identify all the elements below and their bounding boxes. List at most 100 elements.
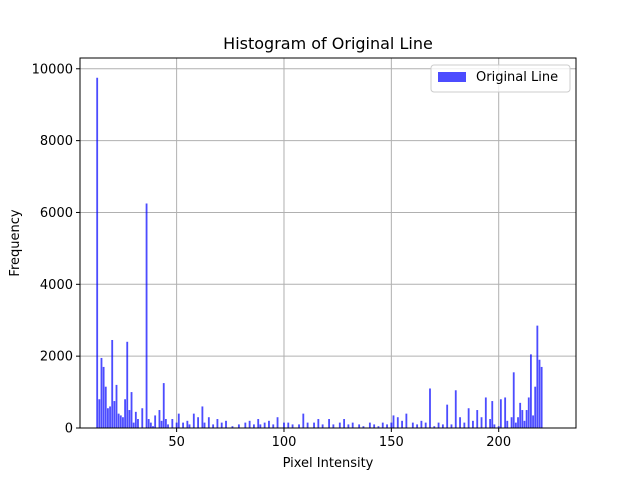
histogram-bar (117, 413, 120, 428)
histogram-bar (122, 417, 124, 428)
histogram-bar (237, 424, 240, 428)
x-tick-label: 150 (379, 435, 404, 450)
histogram-bar (540, 366, 543, 428)
histogram-bar (158, 410, 161, 428)
bar-series-original-line (96, 77, 543, 429)
histogram-bar (512, 372, 515, 428)
histogram-bar (192, 413, 195, 428)
histogram-bar (510, 417, 513, 428)
histogram-bar (476, 410, 479, 428)
histogram-bar (145, 203, 148, 428)
histogram-bar (489, 419, 492, 428)
histogram-bar (523, 420, 526, 428)
histogram-bar (124, 399, 127, 428)
histogram-bar (332, 424, 335, 428)
histogram-bar (96, 77, 99, 429)
histogram-bar (416, 424, 419, 428)
histogram-bar (154, 415, 157, 428)
histogram-bar (147, 419, 150, 428)
y-tick-label: 4000 (40, 278, 73, 293)
histogram-bar (102, 366, 105, 428)
legend-box (430, 64, 571, 93)
y-tick-label: 8000 (40, 134, 73, 149)
histogram-bar (287, 422, 290, 428)
histogram-bar (437, 422, 440, 428)
histogram-bar (175, 422, 178, 428)
y-tick-label: 2000 (40, 350, 73, 365)
histogram-bar (536, 325, 539, 428)
x-axis-label: Pixel Intensity (283, 456, 374, 471)
histogram-bar (527, 397, 530, 428)
histogram-bar (328, 419, 330, 428)
histogram-bar (291, 424, 294, 428)
histogram-bar (115, 384, 118, 428)
histogram-bar (390, 422, 393, 428)
histogram-bar (248, 420, 251, 428)
histogram-bar (368, 422, 371, 428)
histogram-bar (302, 413, 305, 428)
histogram-bar (128, 410, 131, 428)
histogram-bar (134, 411, 137, 428)
histogram-bar (137, 419, 139, 428)
histogram-bar (480, 417, 483, 428)
histogram-bar (253, 424, 255, 428)
histogram-bar (220, 422, 223, 428)
histogram-bar (98, 399, 101, 428)
histogram-bar (463, 422, 466, 428)
histogram-bar (167, 424, 169, 428)
histogram-bar (529, 354, 532, 428)
histogram-bar (532, 415, 534, 428)
histogram-bar (467, 408, 470, 428)
histogram-bar (244, 422, 247, 428)
histogram-bar (504, 397, 507, 428)
legend: Original Line (430, 64, 571, 93)
histogram-bar (104, 386, 107, 428)
histogram-bar (225, 420, 227, 428)
x-tick-label: 200 (486, 435, 511, 450)
histogram-bar (268, 420, 270, 428)
histogram-bar (113, 401, 116, 428)
y-axis-label: Frequency (8, 209, 23, 276)
histogram-bar (109, 406, 111, 428)
histogram-bar (459, 417, 461, 428)
histogram-bar (454, 390, 457, 428)
histogram-bar (433, 426, 436, 428)
histogram-bar (424, 422, 427, 428)
histogram-bar (216, 419, 219, 428)
histogram-bar (521, 410, 524, 428)
histogram-bar (132, 422, 135, 428)
histogram-bar (497, 426, 500, 428)
histogram-bar (141, 408, 144, 428)
histogram-bar (338, 422, 341, 428)
histogram-bar (534, 386, 537, 428)
histogram-bar (472, 420, 474, 428)
histogram-bar (257, 419, 260, 428)
histogram-bar (276, 417, 279, 428)
histogram-bar (152, 426, 154, 428)
histogram-bar (313, 422, 315, 428)
histogram-bar (441, 424, 444, 428)
histogram-bar (362, 426, 365, 428)
histogram-bar (450, 424, 453, 428)
y-tick-label: 0 (65, 422, 73, 437)
legend-swatch (438, 72, 466, 82)
plot-area (80, 58, 576, 428)
histogram-bar (306, 422, 309, 428)
histogram-bar (149, 422, 152, 428)
histogram-bar (272, 424, 275, 428)
histogram-bar (358, 424, 361, 428)
histogram-bar (381, 422, 384, 428)
legend-label: Original Line (476, 70, 558, 85)
histogram-bar (396, 417, 399, 428)
histogram-bar (347, 424, 350, 428)
histogram-bar (100, 357, 103, 428)
chart-title: Histogram of Original Line (223, 34, 433, 53)
histogram-bar (317, 419, 320, 428)
histogram-bar (420, 420, 423, 428)
histogram-bar (119, 415, 122, 428)
histogram-bar (321, 424, 324, 428)
histogram-bar (493, 424, 496, 428)
y-tick-label: 6000 (40, 206, 73, 221)
